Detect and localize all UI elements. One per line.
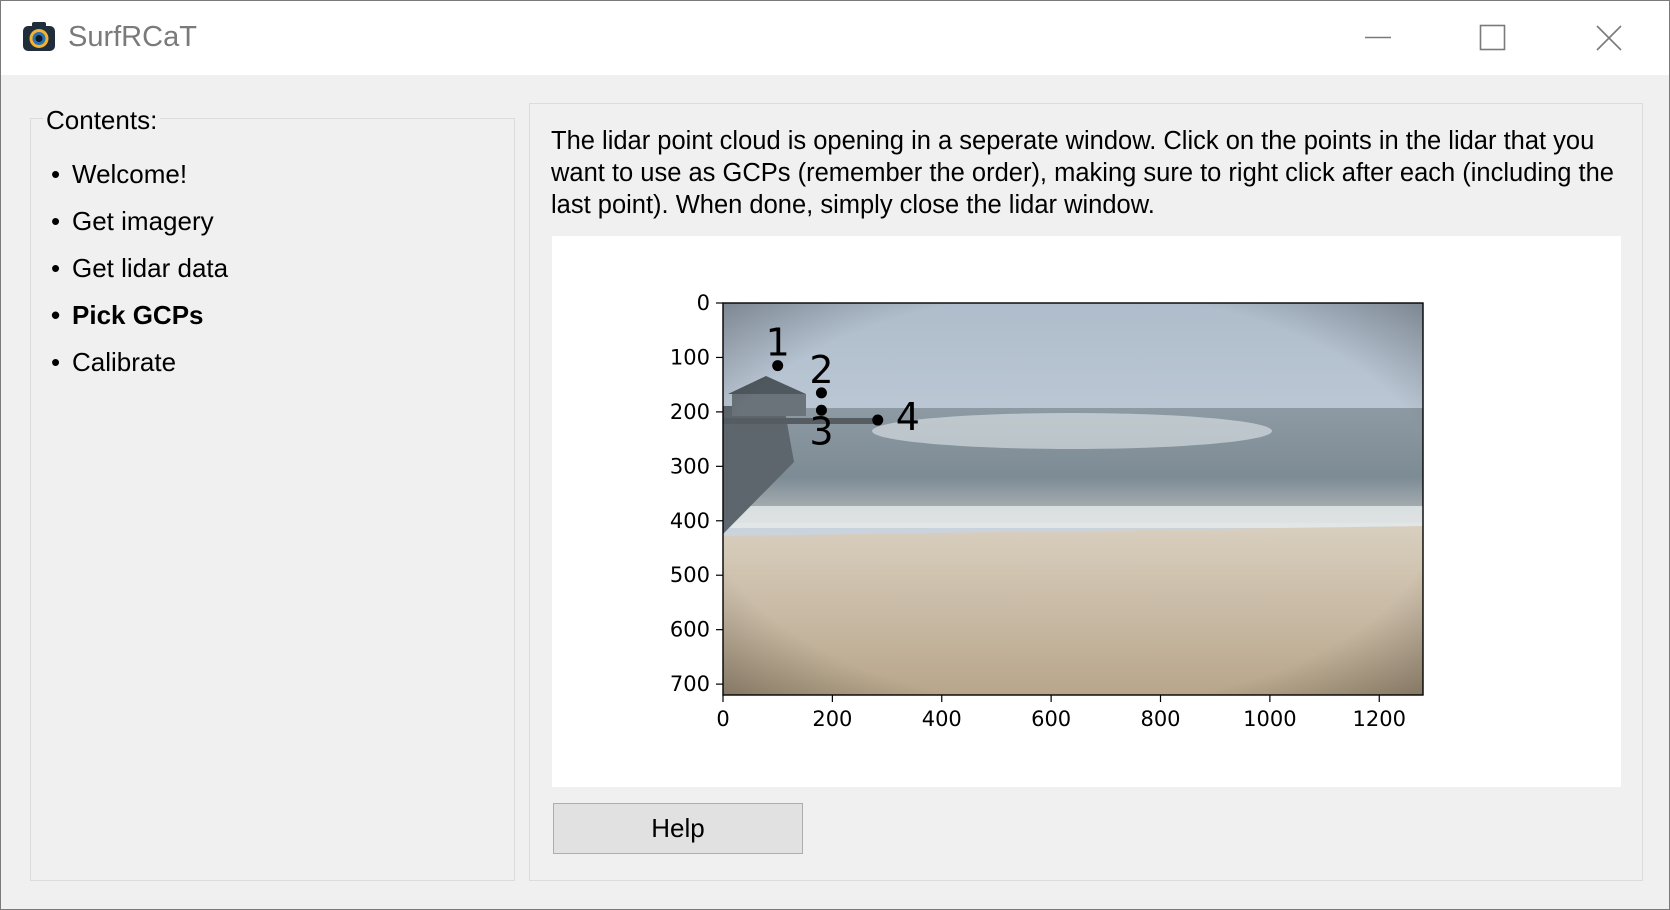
minimize-icon <box>1365 36 1391 39</box>
gcp-point <box>872 414 884 426</box>
gcp-point <box>815 387 827 399</box>
contents-item-label: Calibrate <box>72 347 177 377</box>
plot-frame <box>722 302 1424 696</box>
y-tick-label: 600 <box>670 618 710 642</box>
gcp-image-plot[interactable]: 0 200 400 600 800 1000 1200 0 100 200 300 400 500 600… <box>552 236 1621 787</box>
close-icon <box>1596 25 1622 51</box>
gcp-label: 2 <box>809 348 833 392</box>
x-tick-label: 0 <box>716 707 729 731</box>
bullet-icon: • <box>51 347 61 377</box>
gcp-markers: 12 3 4 <box>766 321 920 454</box>
gcp-point <box>772 360 784 372</box>
plot-axes: 0 200 400 600 800 1000 1200 0 100 200 300 400 500 600… <box>670 291 1424 731</box>
contents-legend: Contents: <box>43 105 161 136</box>
y-tick-label: 0 <box>697 291 710 315</box>
contents-item-welcome: • Welcome! <box>51 154 228 201</box>
y-tick-label: 200 <box>670 400 710 424</box>
y-tick-label: 100 <box>670 345 710 369</box>
gcp-label: 1 <box>766 321 790 365</box>
photo-vignette <box>723 303 1423 695</box>
gcp-plot[interactable]: 0 200 400 600 800 1000 1200 0 100 200 300 400 500 600… <box>552 236 1621 787</box>
instructions-text: The lidar point cloud is opening in a se… <box>551 127 1614 219</box>
x-tick-label: 200 <box>812 707 852 731</box>
bullet-icon: • <box>51 206 61 236</box>
y-tick-label: 400 <box>670 509 710 533</box>
x-tick-label: 1200 <box>1353 707 1406 731</box>
beach-photo <box>723 303 1423 695</box>
title-bar[interactable]: SurfRCaT <box>1 1 1669 75</box>
x-tick-label: 400 <box>922 707 962 731</box>
window-title: SurfRCaT <box>68 21 197 53</box>
close-button[interactable] <box>1554 1 1664 75</box>
contents-item-pick-gcps: • Pick GCPs <box>51 295 228 342</box>
bullet-icon: • <box>51 300 61 330</box>
gcp-label: 4 <box>896 395 920 439</box>
help-button[interactable]: Help <box>553 803 803 854</box>
contents-groupbox <box>30 118 515 881</box>
minimize-button[interactable] <box>1323 1 1433 75</box>
contents-item-label: Pick GCPs <box>72 300 204 330</box>
x-tick-label: 800 <box>1140 707 1180 731</box>
y-tick-label: 500 <box>670 563 710 587</box>
maximize-button[interactable] <box>1438 1 1548 75</box>
x-tick-label: 600 <box>1031 707 1071 731</box>
contents-list: • Welcome! • Get imagery • Get lidar data •… <box>51 154 228 389</box>
y-tick-label: 700 <box>670 672 710 696</box>
contents-item-label: Get imagery <box>72 206 214 236</box>
gcp-label: 3 <box>809 409 833 453</box>
contents-item-get-lidar-data: • Get lidar data <box>51 248 228 295</box>
gcp-point <box>815 404 827 416</box>
contents-item-get-imagery: • Get imagery <box>51 201 228 248</box>
camera-icon <box>23 22 55 51</box>
y-tick-label: 300 <box>670 454 710 478</box>
maximize-icon <box>1479 24 1506 51</box>
bullet-icon: • <box>51 253 61 283</box>
contents-item-label: Get lidar data <box>72 253 229 283</box>
contents-item-label: Welcome! <box>72 159 188 189</box>
contents-item-calibrate: • Calibrate <box>51 342 228 389</box>
bullet-icon: • <box>51 159 61 189</box>
x-tick-label: 1000 <box>1243 707 1296 731</box>
